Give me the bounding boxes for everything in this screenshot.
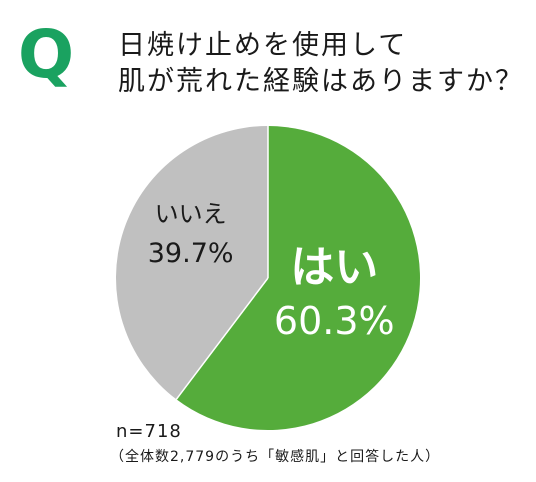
sample-size: n=718 (116, 421, 182, 442)
question-line-2: 肌が荒れた経験はありますか？ (118, 66, 524, 97)
pie-slice-no (116, 126, 268, 400)
slice-value-no: 39.7% (148, 238, 234, 269)
slice-label-yes: はい (290, 242, 378, 293)
sample-note: （全体数2,779のうち「敏感肌」と回答した人） (110, 449, 441, 465)
slice-divider (175, 277, 269, 400)
question-line-1: 日焼け止めを使用して (118, 30, 408, 61)
slice-label-no: いいえ (155, 200, 227, 228)
pie-slice-yes (176, 126, 420, 430)
question-q-icon: Q (18, 16, 75, 93)
question-title: 日焼け止めを使用して 肌が荒れた経験はありますか？ (118, 28, 528, 100)
slice-value-yes: 60.3% (274, 299, 395, 343)
